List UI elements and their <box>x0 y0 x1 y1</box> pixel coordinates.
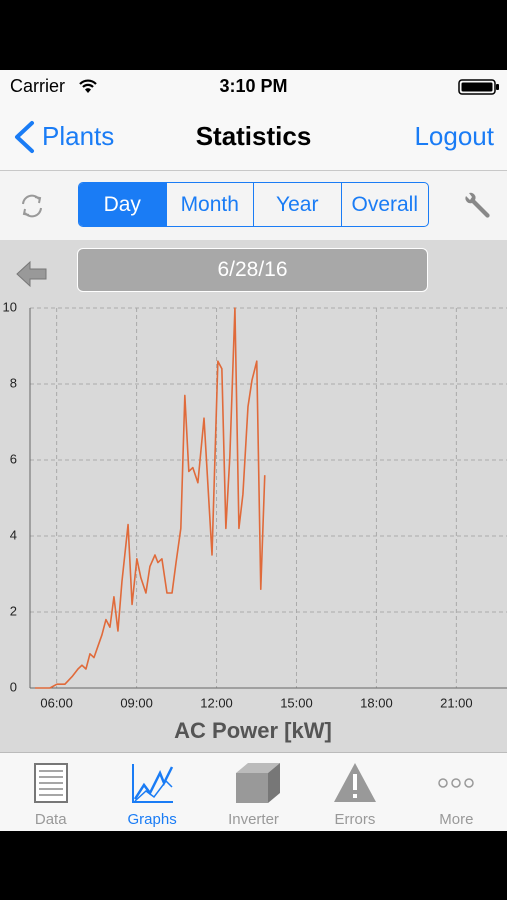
settings-icon[interactable] <box>460 190 492 222</box>
y-tick-label: 6 <box>10 451 17 466</box>
tab[interactable]: Inverter <box>203 753 304 831</box>
y-tick-label: 10 <box>3 299 17 314</box>
y-tick-label: 2 <box>10 603 17 618</box>
tab-bar: Data Graphs Inverter Errors More <box>0 752 507 831</box>
nav-title: Statistics <box>195 121 312 151</box>
segmented-control: Day Month Year Overall <box>78 182 429 227</box>
back-button[interactable]: Plants <box>42 121 115 151</box>
x-tick-label: 12:00 <box>200 695 233 710</box>
prev-arrow[interactable] <box>15 259 49 289</box>
graph-area: 6/28/16 AC Power [kW] 0 2 4 6 8 10 06:00 09:00 1… <box>0 240 507 752</box>
carrier: Carrier <box>10 76 66 96</box>
segment[interactable]: Day <box>79 183 166 226</box>
toolbar: Day Month Year Overall <box>0 171 507 240</box>
back-chevron[interactable] <box>12 120 36 154</box>
tab[interactable]: Graphs <box>101 753 202 831</box>
y-tick-label: 8 <box>10 375 17 390</box>
tab-label: Data <box>34 811 67 828</box>
tab-label: Errors <box>334 811 376 828</box>
clock: 3:10 PM <box>219 76 288 96</box>
y-tick-label: 0 <box>10 679 17 694</box>
segment[interactable]: Month <box>165 183 254 226</box>
x-tick-label: 18:00 <box>360 695 393 710</box>
status-bar: Carrier 3:10 PM <box>0 70 507 102</box>
segment[interactable]: Year <box>253 183 341 226</box>
y-tick-label: 4 <box>10 527 17 542</box>
logout-button[interactable]: Logout <box>414 121 494 151</box>
tab-icon <box>333 763 376 802</box>
tab-icon <box>132 764 174 803</box>
tab[interactable]: Data <box>0 753 101 831</box>
tab[interactable]: Errors <box>304 753 405 831</box>
date-selector[interactable]: 6/28/16 <box>77 248 428 292</box>
tab-icon <box>235 763 280 803</box>
tab-label: Inverter <box>228 811 279 828</box>
chart-title: AC Power [kW] <box>174 718 332 743</box>
x-tick-label: 21:00 <box>440 695 473 710</box>
refresh-icon[interactable] <box>18 192 46 220</box>
tab-label: Graphs <box>127 811 177 828</box>
x-tick-label: 09:00 <box>120 695 153 710</box>
tab-icon <box>33 763 68 803</box>
x-tick-label: 15:00 <box>280 695 313 710</box>
tab-label: More <box>439 811 474 828</box>
battery-icon <box>458 79 499 95</box>
wifi-icon <box>79 79 97 93</box>
segment[interactable]: Overall <box>340 183 429 226</box>
x-tick-label: 06:00 <box>40 695 73 710</box>
tab-icon <box>438 778 475 788</box>
tab[interactable]: More <box>406 753 507 831</box>
data-line <box>35 307 266 689</box>
chart: AC Power [kW] 0 2 4 6 8 10 06:00 09:00 12:00 15:0… <box>3 299 507 743</box>
nav-bar: Plants Statistics Logout <box>0 102 507 171</box>
